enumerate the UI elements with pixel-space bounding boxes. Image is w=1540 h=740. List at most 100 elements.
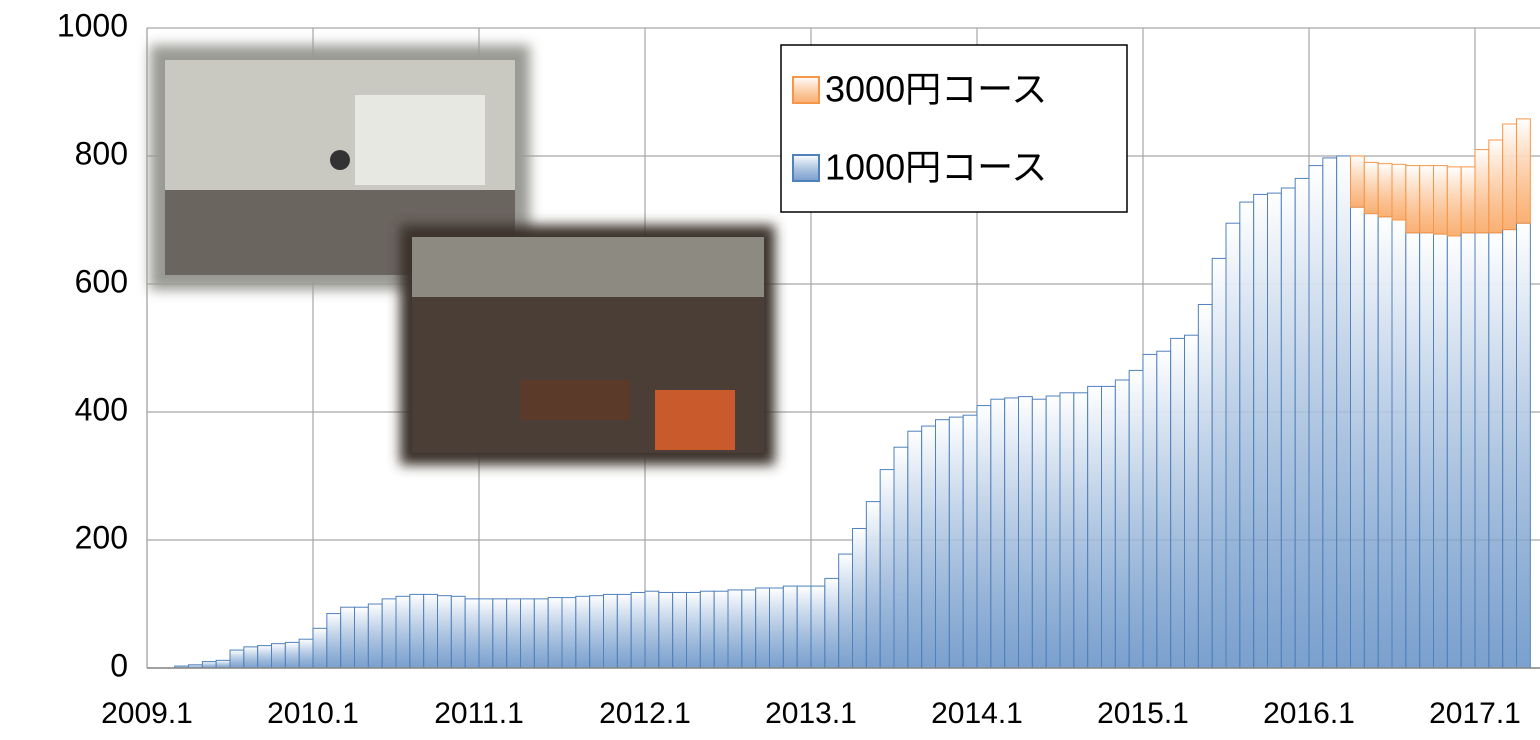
x-tick-label: 2013.1	[765, 697, 857, 730]
bar	[1212, 258, 1226, 668]
bar	[631, 592, 645, 668]
bar	[1475, 233, 1489, 668]
bar	[1406, 166, 1420, 233]
bar	[673, 592, 687, 668]
bar	[1434, 234, 1448, 668]
bar	[949, 417, 963, 668]
bar	[1309, 166, 1323, 668]
bar	[299, 639, 313, 668]
bar	[521, 599, 535, 668]
bar	[1254, 194, 1268, 668]
bar	[202, 662, 216, 668]
bar	[1019, 397, 1033, 668]
bar	[839, 554, 853, 668]
legend-label: 1000円コース	[825, 147, 1047, 188]
bar	[1226, 223, 1240, 668]
bar	[341, 607, 355, 668]
bar	[1447, 236, 1461, 668]
bar	[1295, 178, 1309, 668]
bar	[216, 660, 230, 668]
bar	[1323, 158, 1337, 668]
bar	[922, 426, 936, 668]
bar	[1503, 230, 1517, 668]
bar	[1088, 386, 1102, 668]
bar	[576, 596, 590, 668]
bar	[1115, 380, 1129, 668]
bar	[382, 599, 396, 668]
y-tick-label: 400	[75, 391, 128, 427]
bar	[1185, 335, 1199, 668]
bar	[825, 578, 839, 668]
legend-label: 3000円コース	[825, 69, 1047, 110]
bar	[1461, 167, 1475, 233]
bar	[1046, 396, 1060, 668]
bar	[963, 415, 977, 668]
bar	[313, 628, 327, 668]
y-tick-label: 800	[75, 135, 128, 171]
bar	[894, 447, 908, 668]
bar	[1392, 220, 1406, 668]
bar	[258, 646, 272, 668]
bar	[1143, 354, 1157, 668]
bar	[742, 590, 756, 668]
bar	[880, 470, 894, 668]
bar	[1489, 233, 1503, 668]
bar	[285, 642, 299, 668]
bar	[1475, 150, 1489, 233]
bar	[936, 420, 950, 668]
bar	[1420, 166, 1434, 233]
x-tick-label: 2015.1	[1097, 697, 1189, 730]
bar	[1489, 140, 1503, 233]
bar	[700, 591, 714, 668]
y-tick-label: 600	[75, 263, 128, 299]
bar	[451, 596, 465, 668]
bar	[1351, 207, 1365, 668]
bar	[756, 588, 770, 668]
bar	[1074, 393, 1088, 668]
y-tick-label: 1000	[57, 7, 128, 43]
bar	[866, 502, 880, 668]
bar	[783, 586, 797, 668]
bar	[645, 591, 659, 668]
bar	[1378, 164, 1392, 217]
bar	[479, 599, 493, 668]
x-tick-label: 2017.1	[1429, 697, 1521, 730]
bar	[493, 599, 507, 668]
bar	[424, 594, 438, 668]
bar	[1129, 370, 1143, 668]
bar	[1392, 164, 1406, 220]
x-tick-label: 2010.1	[267, 697, 359, 730]
bar	[548, 598, 562, 668]
bar	[728, 590, 742, 668]
bar	[1268, 193, 1282, 668]
bar	[1198, 304, 1212, 668]
bar	[977, 406, 991, 668]
bar	[1351, 156, 1365, 207]
bar	[272, 644, 286, 668]
bar	[465, 599, 479, 668]
bar	[1434, 166, 1448, 234]
bar	[853, 528, 867, 668]
bar	[590, 596, 604, 668]
bar	[244, 647, 258, 668]
bar	[327, 614, 341, 668]
y-tick-label: 200	[75, 519, 128, 555]
bar	[714, 591, 728, 668]
x-tick-label: 2012.1	[599, 697, 691, 730]
bar	[1378, 217, 1392, 668]
bar	[797, 586, 811, 668]
bar	[1503, 124, 1517, 230]
bar	[507, 599, 521, 668]
bar	[1517, 223, 1531, 668]
bar	[1517, 119, 1531, 223]
bar	[1102, 386, 1116, 668]
y-tick-label: 0	[110, 647, 128, 683]
bar	[1337, 156, 1351, 668]
bar	[368, 604, 382, 668]
bar	[355, 607, 369, 668]
x-tick-label: 2009.1	[101, 697, 193, 730]
legend-swatch	[793, 155, 819, 181]
chart: 3000円コース 1000円コース 0 200 400 600 800 1000 2009.1…	[0, 0, 1540, 740]
x-tick-label: 2011.1	[434, 697, 524, 730]
legend: 3000円コース 1000円コース	[781, 45, 1127, 212]
